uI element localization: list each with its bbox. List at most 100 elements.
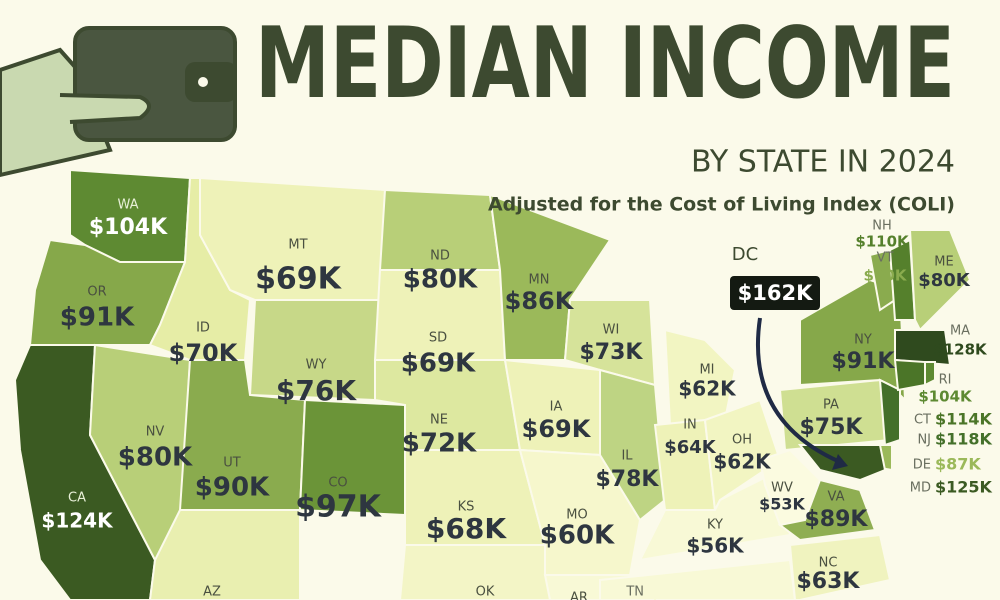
state-abbr: NY — [854, 333, 872, 348]
state-shape — [148, 509, 301, 600]
title: MEDIAN INCOME — [255, 7, 955, 121]
state-shape — [894, 329, 952, 367]
state-shape — [703, 398, 782, 514]
state-value: $91K — [60, 303, 135, 333]
state-labels: WA $104K OR $91K CA $124K NV $80K ID $70K MT $69K WY… — [41, 198, 992, 600]
subtitle: BY STATE IN 2024 — [691, 145, 955, 180]
state-value: $75K — [800, 415, 864, 440]
state-value: $68K — [426, 512, 507, 545]
state-abbr: WI — [603, 323, 620, 338]
state-value: $53K — [759, 495, 805, 514]
state-abbr: MD — [910, 481, 931, 496]
state-shape — [398, 544, 557, 600]
state-value: $78K — [596, 467, 660, 492]
state-value: $70K — [169, 339, 239, 367]
state-abbr: WY — [306, 358, 327, 373]
state-value: $59K — [648, 579, 707, 600]
state-shape — [777, 478, 877, 542]
state-abbr: PA — [823, 398, 839, 413]
state-abbr: MN — [529, 273, 550, 288]
state-abbr: OH — [732, 433, 752, 448]
state-abbr: IN — [683, 418, 697, 433]
state-abbr: UT — [223, 456, 241, 471]
state-abbr: NJ — [917, 433, 931, 448]
dc-label: DC — [732, 244, 758, 265]
state-shape — [599, 558, 797, 600]
state-abbr: WV — [771, 481, 793, 496]
dc-callout: DC $162K — [730, 244, 848, 470]
state-abbr: TN — [625, 585, 644, 600]
dc-box — [730, 276, 820, 310]
state-value: $125K — [935, 478, 993, 497]
state-value: $80K — [403, 265, 478, 295]
state-value: $64K — [664, 437, 717, 458]
state-value: $69K — [522, 415, 592, 443]
state-shape — [663, 328, 737, 427]
state-shape — [599, 368, 667, 522]
state-value: $56K — [686, 534, 745, 558]
state-value: $69K — [401, 349, 476, 379]
state-shapes — [13, 168, 972, 600]
state-value: $124K — [41, 509, 114, 533]
state-shape — [908, 229, 972, 332]
state-value: $76K — [276, 374, 357, 407]
state-value: $104K — [89, 215, 168, 240]
state-shape — [893, 358, 926, 392]
state-value: $91K — [832, 349, 896, 374]
state-abbr: AR — [570, 591, 588, 600]
state-abbr: CT — [914, 413, 931, 428]
state-value: $104K — [918, 388, 973, 406]
state-shape — [924, 361, 936, 387]
state-value: $86K — [505, 287, 575, 315]
state-value: $80K — [918, 270, 971, 291]
state-abbr: OK — [476, 585, 495, 600]
dc-arrow — [755, 317, 841, 464]
state-shape — [638, 468, 792, 562]
state-abbr: MI — [699, 363, 714, 378]
state-value: $69K — [255, 262, 343, 297]
state-abbr: NH — [872, 219, 892, 234]
state-value: $90K — [195, 473, 270, 503]
state-value: $73K — [580, 340, 644, 365]
state-value: $80K — [118, 443, 193, 473]
wallet-icon — [0, 26, 237, 178]
state-value: $60K — [540, 521, 615, 551]
state-value: $62K — [713, 450, 772, 474]
state-abbr: RI — [939, 373, 952, 388]
state-abbr: OR — [87, 285, 106, 300]
state-abbr: AZ — [203, 585, 221, 600]
state-abbr: WA — [117, 198, 138, 213]
state-abbr: ND — [430, 249, 450, 264]
state-value: $97K — [295, 490, 383, 525]
state-abbr: MA — [950, 324, 970, 339]
state-abbr: KS — [458, 500, 475, 515]
state-value: $72K — [402, 429, 477, 459]
state-value: $118K — [935, 430, 993, 449]
state-abbr: IA — [550, 400, 563, 415]
state-value: $110K — [855, 233, 910, 251]
state-abbr: CO — [328, 476, 347, 491]
state-abbr: VA — [828, 490, 845, 505]
state-value: $114K — [935, 410, 993, 429]
state-abbr: CA — [68, 491, 86, 506]
state-abbr: MT — [288, 238, 307, 253]
us-map: WA $104K OR $91K CA $124K NV $80K ID $70K MT $69K WY… — [13, 168, 993, 600]
state-abbr: ME — [934, 255, 953, 270]
state-shape — [788, 533, 892, 600]
state-abbr: NV — [146, 425, 165, 440]
dc-value: $162K — [738, 281, 813, 305]
state-abbr: ID — [196, 321, 210, 336]
note: Adjusted for the Cost of Living Index (C… — [488, 194, 955, 216]
state-value: $62K — [678, 377, 737, 401]
state-value: $90K — [864, 267, 908, 285]
state-abbr: NE — [430, 413, 448, 428]
state-abbr: DE — [913, 458, 931, 473]
dc-arrowhead — [832, 454, 848, 470]
state-abbr: MO — [566, 508, 587, 523]
state-abbr: SD — [429, 331, 447, 346]
state-value: $128K — [933, 341, 988, 359]
state-value: $89K — [805, 507, 869, 532]
state-abbr: KY — [707, 518, 723, 533]
state-abbr: VT — [877, 251, 894, 266]
